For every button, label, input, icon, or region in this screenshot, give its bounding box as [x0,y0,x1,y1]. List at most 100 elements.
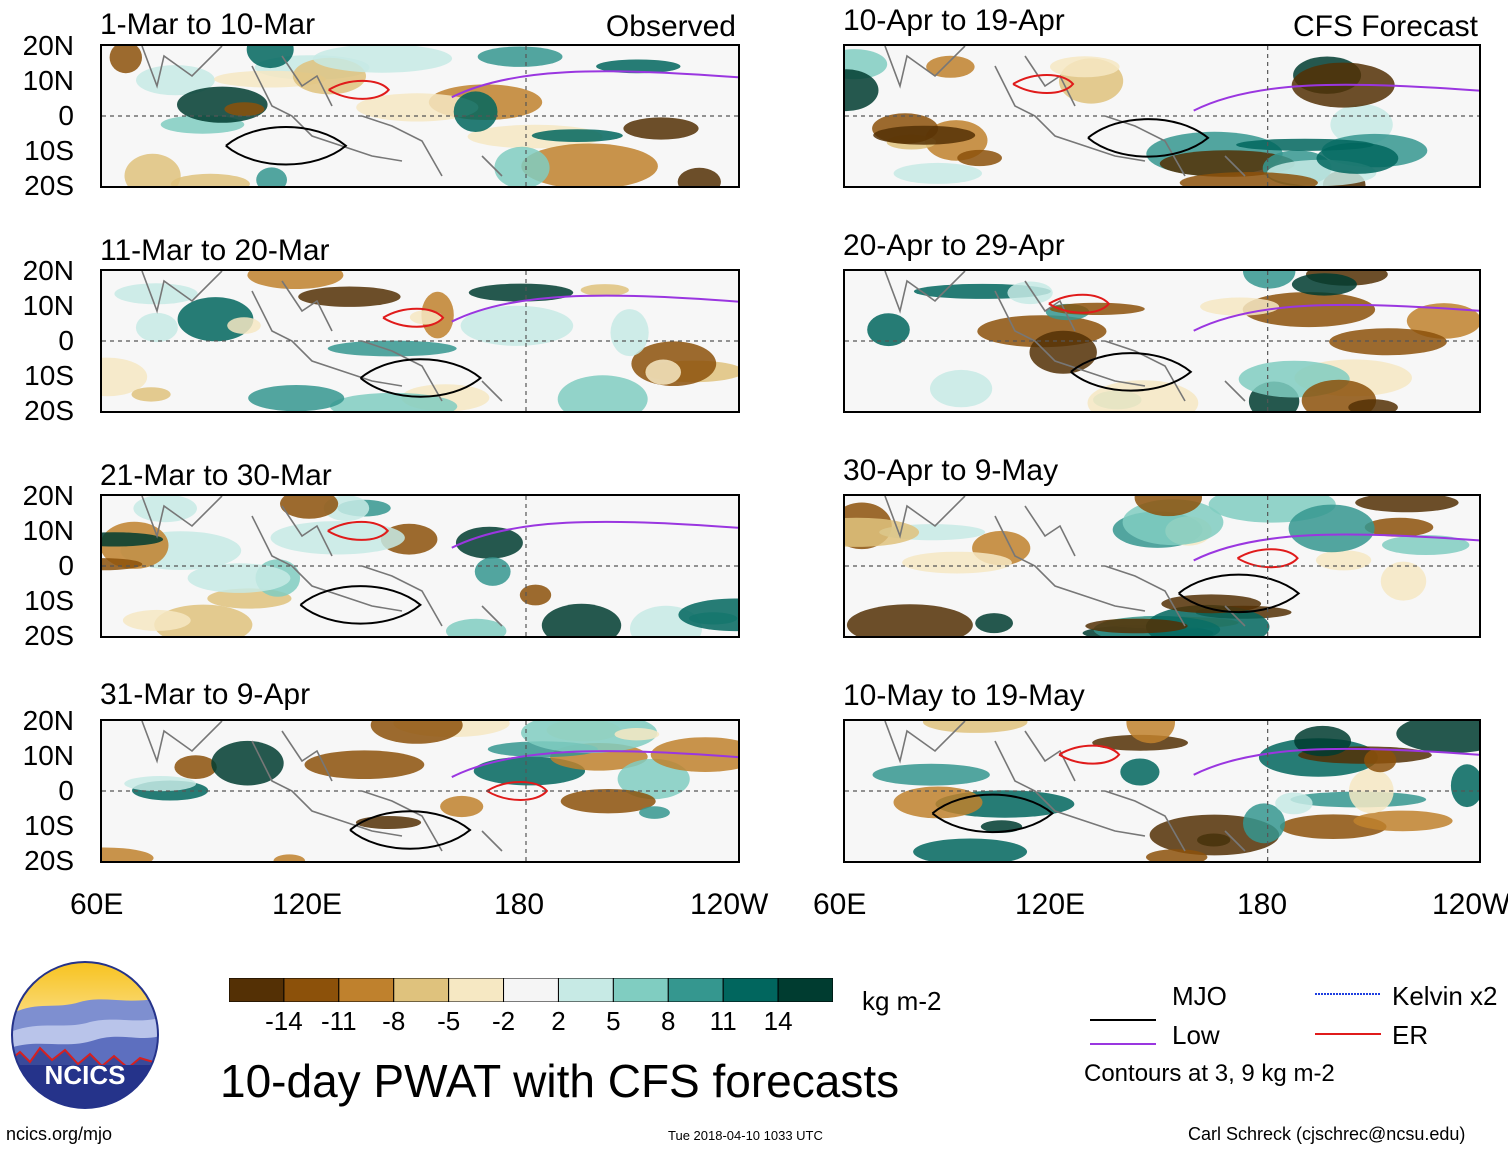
contour-mjo [225,126,348,166]
lat-tick-row1-20n: 20N [22,30,74,61]
anomaly-blob [872,763,990,786]
lat-tick-row2-10n: 10N [22,290,74,321]
lat-tick-row1-10s: 10S [24,135,74,166]
anomaly-blob [893,162,982,184]
colorbar-box-5 [503,978,559,1002]
lat-tick-row3-10n: 10N [22,515,74,546]
anomaly-blob [122,609,191,631]
contour-er [327,521,390,541]
colorbar-label-3: -5 [437,1006,461,1036]
anomaly-blob [541,603,622,636]
anomaly-blob [1126,721,1175,744]
contour-mjo [1087,118,1210,158]
map-panel-fc-4 [843,719,1481,863]
contour-mjo [1178,573,1301,614]
anomaly-blob [409,310,443,325]
anomaly-blob [355,816,422,829]
anomaly-blob [1396,721,1479,754]
lat-tick-row4-0: 0 [58,775,74,806]
anomaly-blob [1316,142,1399,174]
colorbar-label-0: -14 [265,1006,303,1036]
contour-note: Contours at 3, 9 kg m-2 [1084,1060,1335,1087]
legend-label-er: ER [1392,1020,1429,1050]
anomaly-blob [623,117,699,140]
anomaly-blob [356,93,479,122]
anomaly-blob [1353,810,1453,832]
colorbar-label-5: 2 [551,1006,566,1036]
anomaly-blob [614,728,660,741]
panel-title-obs-1: 1-Mar to 10-Mar [100,8,316,41]
forecast-tag: CFS Forecast [1292,10,1478,43]
coastline [141,721,503,852]
lat-tick-row3-20s: 20S [24,620,74,651]
anomaly-blob [893,786,983,819]
anomaly-blob [1134,496,1202,517]
anomaly-blob [1085,618,1188,634]
anomaly-blob [135,312,178,343]
anomaly-blob [521,143,658,186]
anomaly-blob [873,125,976,145]
website-link[interactable]: ncics.org/mjo [6,1124,113,1144]
anomaly-blob [124,153,181,186]
coastline [884,496,1246,627]
contour-mjo [359,358,483,398]
legend-label-low: Low [1172,1020,1220,1050]
anomaly-blob [975,613,1013,634]
contour-er [1058,744,1121,765]
lat-tick-row1-10n: 10N [22,65,74,96]
lat-tick-row4-20n: 20N [22,705,74,736]
lon-tick-fc-180: 180 [1237,888,1288,921]
anomaly-blob [617,758,690,800]
anomaly-blob [1050,56,1120,78]
anomaly-blob [1159,150,1295,177]
colorbar-label-4: -2 [491,1006,516,1036]
anomaly-blob [846,604,973,636]
anomaly-blob [224,102,265,116]
contour-er [1048,293,1111,314]
anomaly-blob [1329,328,1447,356]
coastline [884,46,1246,177]
observed-tag: Observed [605,10,736,43]
anomaly-blob [131,387,171,402]
anomaly-blob [957,149,1002,167]
panel-title-obs-4: 31-Mar to 9-Apr [100,678,311,711]
anomaly-blob [1029,330,1097,374]
contour-mjo [931,793,1054,834]
anomaly-blob [273,854,306,861]
anomaly-blob [446,618,507,636]
coastline [141,46,503,177]
legend-swatches-left [1090,1019,1156,1045]
anomaly-blob [313,46,453,73]
anomaly-field [102,496,738,636]
colorbar-box-0 [229,978,285,1002]
anomaly-blob [124,776,197,792]
anomaly-blob [1146,849,1208,861]
main-title: 10-day PWAT with CFS forecasts [220,1055,900,1107]
anomaly-blob [610,309,649,357]
map-panel-obs-4 [100,719,740,863]
colorbar-box-1 [283,978,340,1002]
map-panel-fc-3 [843,494,1481,638]
anomaly-blob [1348,769,1394,814]
contour-er [382,307,445,328]
map-panel-obs-3 [100,494,740,638]
anomaly-blob [256,167,287,186]
contour-low [451,294,738,323]
anomaly-blob [102,357,148,397]
lon-tick-fc-60e: 60E [813,888,867,921]
map-panel-fc-1 [843,44,1481,188]
anomaly-blob [1120,758,1160,786]
anomaly-blob [477,46,563,67]
lat-tick-row2-0: 0 [58,325,74,356]
lat-tick-row4-20s: 20S [24,845,74,876]
contour-low [1193,533,1479,562]
anomaly-blob [1348,399,1398,411]
anomaly-blob [102,558,143,571]
anomaly-blob [102,847,154,861]
timestamp: Tue 2018-04-10 1033 UTC [668,1128,823,1143]
anomaly-blob [1364,517,1434,537]
lon-tick-obs-180: 180 [494,888,545,921]
anomaly-blob [922,721,1028,733]
lat-tick-row1-0: 0 [58,100,74,131]
lon-tick-obs-120e: 120E [272,888,343,921]
